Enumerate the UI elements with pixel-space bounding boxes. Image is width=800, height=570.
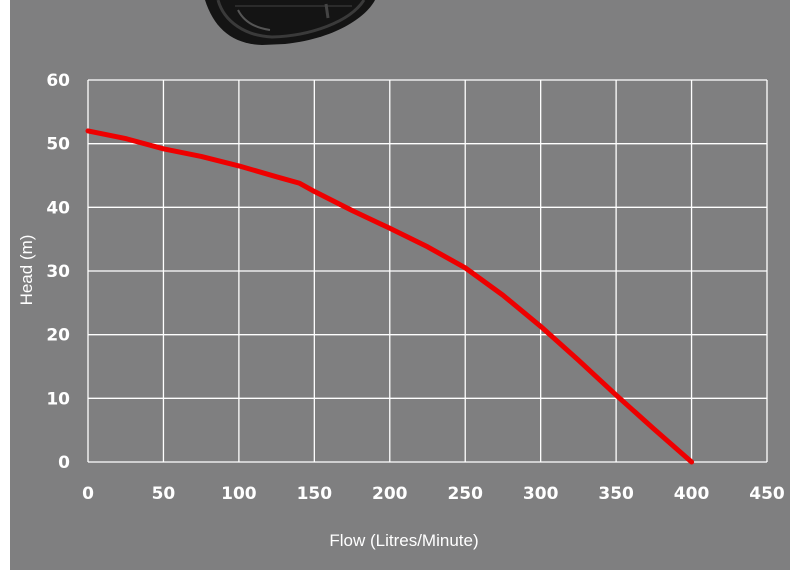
y-tick-label: 50 bbox=[46, 135, 70, 155]
data-point bbox=[351, 209, 353, 212]
data-point bbox=[502, 294, 504, 296]
data-point bbox=[615, 394, 617, 396]
data-point bbox=[426, 246, 429, 248]
grid-lines bbox=[87, 79, 768, 463]
x-tick-label: 200 bbox=[372, 484, 408, 504]
x-tick-label: 250 bbox=[447, 484, 483, 504]
pump-icon bbox=[205, 0, 375, 45]
data-point bbox=[577, 359, 580, 361]
x-tick-label: 50 bbox=[152, 484, 176, 504]
y-tick-label: 20 bbox=[46, 326, 70, 346]
y-tick-label: 0 bbox=[58, 453, 70, 473]
data-point bbox=[539, 325, 542, 328]
data-point bbox=[313, 190, 316, 193]
data-point bbox=[298, 182, 301, 184]
x-tick-label: 150 bbox=[297, 484, 333, 504]
x-axis-ticks: 0 50 100 150 200 250 300 350 400 450 bbox=[82, 484, 785, 504]
data-point bbox=[200, 155, 202, 158]
x-tick-label: 100 bbox=[221, 484, 257, 504]
data-point bbox=[690, 461, 693, 463]
y-axis-label: Head (m) bbox=[17, 235, 36, 306]
data-point bbox=[464, 267, 467, 269]
y-tick-label: 30 bbox=[46, 262, 70, 282]
data-point bbox=[275, 175, 278, 178]
series-line-head-curve bbox=[85, 128, 695, 465]
x-tick-label: 450 bbox=[749, 484, 785, 504]
y-tick-label: 10 bbox=[46, 389, 70, 409]
y-tick-label: 40 bbox=[46, 198, 70, 218]
series-layer bbox=[85, 128, 695, 465]
x-tick-label: 350 bbox=[598, 484, 634, 504]
y-axis-ticks: 0 10 20 30 40 50 60 bbox=[46, 71, 70, 473]
y-tick-label: 60 bbox=[46, 71, 70, 91]
data-point bbox=[162, 147, 165, 150]
data-point bbox=[653, 428, 655, 430]
data-point bbox=[388, 227, 391, 230]
x-axis-label: Flow (Litres/Minute) bbox=[329, 531, 478, 550]
chart-background-panel bbox=[10, 0, 790, 570]
x-tick-label: 0 bbox=[82, 484, 94, 504]
x-tick-label: 400 bbox=[674, 484, 710, 504]
data-point bbox=[124, 137, 127, 140]
data-point bbox=[238, 165, 240, 167]
data-point bbox=[87, 130, 89, 132]
x-tick-label: 300 bbox=[523, 484, 559, 504]
